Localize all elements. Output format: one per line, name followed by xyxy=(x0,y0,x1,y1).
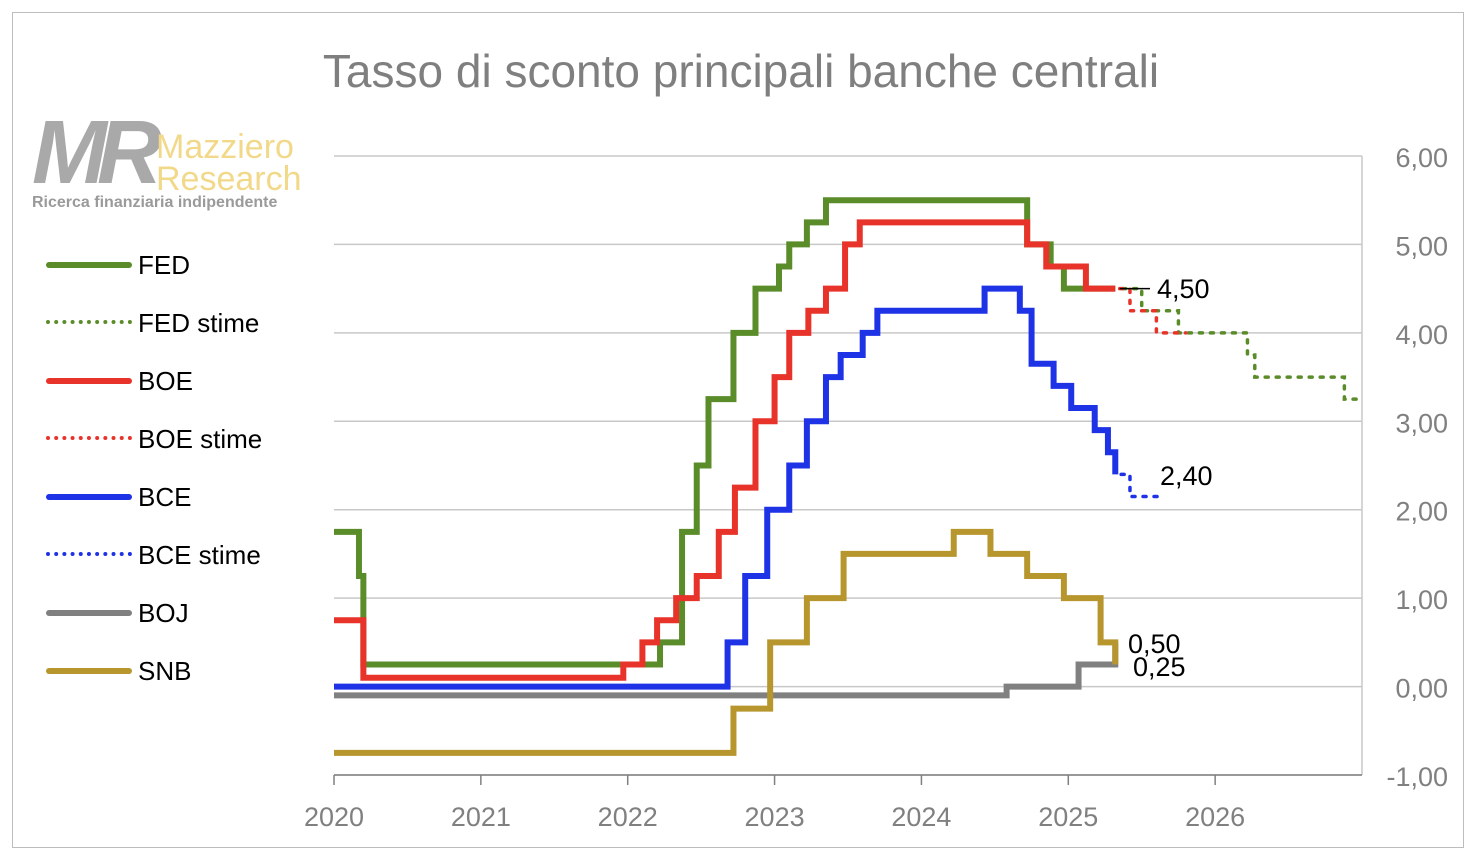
legend-label: FED xyxy=(138,250,190,280)
logo-name-line1: Mazziero xyxy=(156,128,294,166)
brand-logo: MR Mazziero Research Ricerca finanziaria… xyxy=(30,108,330,218)
data-label: 2,40 xyxy=(1160,461,1213,491)
legend-item: FED xyxy=(44,248,304,280)
x-tick-label: 2023 xyxy=(745,802,805,832)
legend-label: BOJ xyxy=(138,598,189,628)
y-tick-label: 0,00 xyxy=(1395,674,1448,704)
y-tick-label: -1,00 xyxy=(1386,762,1448,792)
series-line-fed-stime xyxy=(1120,286,1361,401)
legend-label: SNB xyxy=(138,656,192,686)
legend-label: BOE xyxy=(138,366,193,396)
data-label: 0,50 xyxy=(1128,629,1181,659)
x-tick-label: 2024 xyxy=(891,802,951,832)
legend-label: BCE stime xyxy=(138,540,261,570)
series-line-boj xyxy=(334,642,1119,699)
legend-label: BOE stime xyxy=(138,424,263,454)
y-tick-label: 5,00 xyxy=(1395,231,1448,261)
legend-swatch xyxy=(46,610,132,616)
legend-item: BOE stime xyxy=(44,422,304,454)
x-tick-label: 2022 xyxy=(598,802,658,832)
legend-swatch xyxy=(46,262,132,268)
legend-item: BCE xyxy=(44,480,304,512)
legend-swatch xyxy=(46,668,132,674)
legend-label: BCE xyxy=(138,482,192,512)
legend-item: BOE xyxy=(44,364,304,396)
legend-swatch xyxy=(46,436,132,440)
legend-item: SNB xyxy=(44,654,304,686)
series-line-boe xyxy=(334,219,1116,681)
logo-tagline: Ricerca finanziaria indipendente xyxy=(32,194,278,211)
x-tick-label: 2025 xyxy=(1038,802,1098,832)
legend-item: BOJ xyxy=(44,596,304,628)
data-label: 4,50 xyxy=(1157,274,1210,304)
series-line-fed xyxy=(334,197,1116,668)
y-tick-label: 6,00 xyxy=(1395,143,1448,173)
legend-swatch xyxy=(46,494,132,500)
x-tick-label: 2021 xyxy=(451,802,511,832)
x-tick-label: 2026 xyxy=(1185,802,1245,832)
legend-label: FED stime xyxy=(138,308,260,338)
x-tick-label: 2020 xyxy=(304,802,364,832)
legend-swatch xyxy=(46,378,132,384)
logo-name-line2: Research xyxy=(156,160,302,198)
series-line-snb xyxy=(334,528,1119,756)
y-tick-label: 4,00 xyxy=(1395,320,1448,350)
legend-item: FED stime xyxy=(44,306,304,338)
y-tick-label: 1,00 xyxy=(1395,585,1448,615)
y-tick-label: 2,00 xyxy=(1395,497,1448,527)
chart-title: Tasso di sconto principali banche centra… xyxy=(322,45,1160,97)
data-label: 0,25 xyxy=(1133,652,1186,682)
y-tick-label: 3,00 xyxy=(1395,408,1448,438)
chart-frame xyxy=(12,12,1464,848)
legend-swatch xyxy=(46,320,132,324)
legend-swatch xyxy=(46,552,132,556)
series-line-bce-stime xyxy=(1119,472,1162,499)
logo-initials: MR xyxy=(32,103,162,203)
legend-item: BCE stime xyxy=(44,538,304,570)
series-line-bce xyxy=(334,285,1119,690)
